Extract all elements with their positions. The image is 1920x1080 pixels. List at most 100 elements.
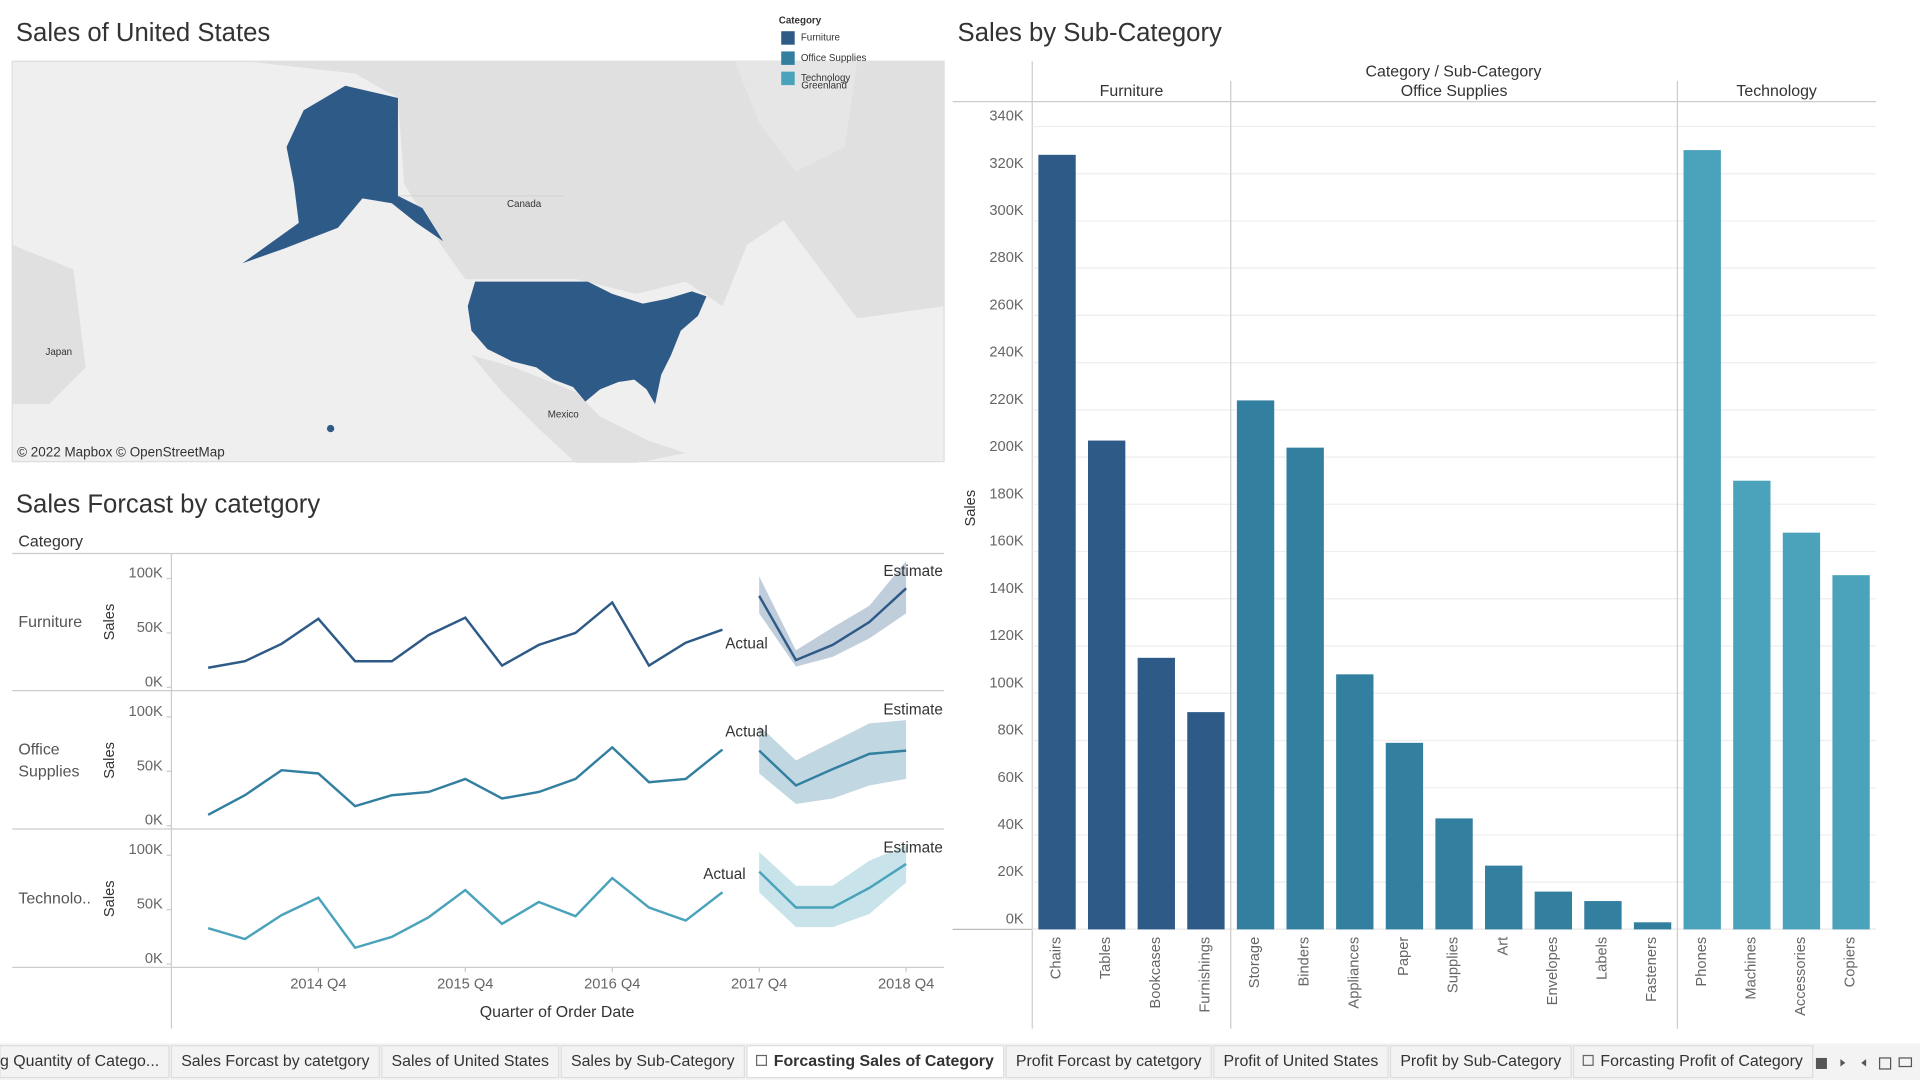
x-tick-label: Chairs [1049,937,1065,979]
x-tick-label: Copiers [1843,937,1859,988]
tab-label: Forcasting Profit of Category [1600,1053,1802,1070]
estimate-line [758,587,907,662]
bar [1236,400,1275,930]
tab[interactable]: Profit by Sub-Category [1389,1045,1572,1079]
y-tick-label: 50K [137,758,163,774]
row-label: Office Supplies [18,739,80,780]
y-tick-label: 100K [129,842,164,858]
tab-bg [170,1045,380,1079]
tab-label: Forcasting Sales of Category [774,1053,994,1070]
tab[interactable]: Sales by Sub-Category [560,1045,745,1079]
legend-swatch [781,31,795,45]
bar [1137,657,1175,930]
legend-swatch [781,51,795,65]
map-place: Japan [45,347,72,358]
x-tick-label: Art [1495,937,1511,956]
bar [1435,818,1473,930]
legend-label: Office Supplies [801,53,867,64]
y-axis-title: Sales [963,490,979,527]
alaska [242,85,444,264]
x-tick-label: Storage [1247,937,1263,988]
tab[interactable]: Sales of United States [381,1045,560,1079]
x-tick-label: 2016 Q4 [584,976,640,992]
bar [1534,891,1572,930]
chart-title: Sales Forcast by catetgory [16,491,320,519]
bar [1584,901,1622,930]
y-tick-label: 50K [137,620,163,636]
row-label-box: Technolo.. [18,888,91,908]
icon[interactable] [1878,1057,1892,1070]
bar [1832,575,1870,930]
row-header: Category [18,534,83,551]
map-title: Sales of United States [16,19,270,47]
x-tick-label: Tables [1098,937,1114,979]
x-tick-label: Paper [1396,937,1412,976]
bar [1633,922,1672,930]
tab[interactable]: Sales Forcast by catetgory [170,1045,380,1079]
icon[interactable] [1861,1059,1867,1067]
tab[interactable]: Forcasting Sales of Category [746,1045,1005,1079]
tab[interactable]: Profit Forcast by catetgory [1005,1045,1212,1079]
icon[interactable] [1898,1057,1913,1068]
annotation: Estimate [883,563,943,580]
tab-label: g Quantity of Catego... [0,1053,159,1070]
x-tick-label: Binders [1297,937,1313,987]
group-label: Technology [1736,83,1817,100]
bar [1683,150,1721,930]
annotation: Actual [703,866,746,883]
y-tick-label: 80K [998,723,1024,739]
tab-icon [755,1054,768,1066]
annotation: Estimate [883,840,943,857]
x-tick-label: Accessories [1793,937,1809,1016]
annotation: Actual [725,723,768,740]
bar [1336,674,1374,930]
annotation: Estimate [883,701,943,718]
group-label: Furniture [1100,83,1164,100]
bar [1485,865,1523,930]
actual-line [207,600,723,669]
y-tick-label: 180K [989,486,1024,502]
tab[interactable]: Profit of United States [1213,1045,1389,1079]
forecast-band [759,720,907,804]
tab-bg [1213,1045,1389,1079]
icon[interactable] [1840,1059,1846,1067]
map-land [471,355,686,463]
y-tick-label: 320K [989,156,1024,172]
row-label: Technolo.. [18,888,91,908]
tab[interactable]: Forcasting Profit of Category [1572,1045,1814,1079]
y-tick-label: 220K [989,392,1024,408]
tab-label: Profit Forcast by catetgory [1016,1053,1202,1070]
estimate-line [758,749,907,787]
icon[interactable] [1815,1057,1827,1069]
tab[interactable]: g Quantity of Catego... [0,1045,170,1079]
estimate-line [758,862,907,909]
group-label: Office Supplies [1401,83,1508,100]
bar [1038,154,1076,930]
y-tick-label: 280K [989,250,1024,266]
x-tick-label: 2015 Q4 [437,976,493,992]
x-tick-label: Phones [1694,937,1710,987]
map-place: Mexico [548,410,580,421]
header: Category / Sub-Category [1365,63,1541,80]
tab-label: Sales by Sub-Category [571,1053,735,1070]
y-tick-label: 120K [989,628,1024,644]
hawaii [326,424,335,433]
bar [1286,447,1324,930]
y-tick-label: 20K [998,864,1024,880]
x-tick-label: Envelopes [1545,937,1561,1006]
tab-icon [1582,1054,1594,1066]
map-attribution: © 2022 Mapbox © OpenStreetMap [17,445,225,460]
x-tick-label: Furnishings [1197,937,1213,1013]
y-tick-label: 0K [145,813,163,829]
y-axis-title: Sales [102,742,118,779]
chart-title: Sales by Sub-Category [958,19,1222,47]
x-tick-label: 2017 Q4 [731,976,787,992]
y-tick-label: 240K [989,345,1024,361]
x-tick-label: 2018 Q4 [878,976,934,992]
x-tick-label: Machines [1743,937,1759,1000]
actual-line [207,876,724,950]
legend-swatch [781,71,795,86]
tab-bg [560,1045,745,1079]
